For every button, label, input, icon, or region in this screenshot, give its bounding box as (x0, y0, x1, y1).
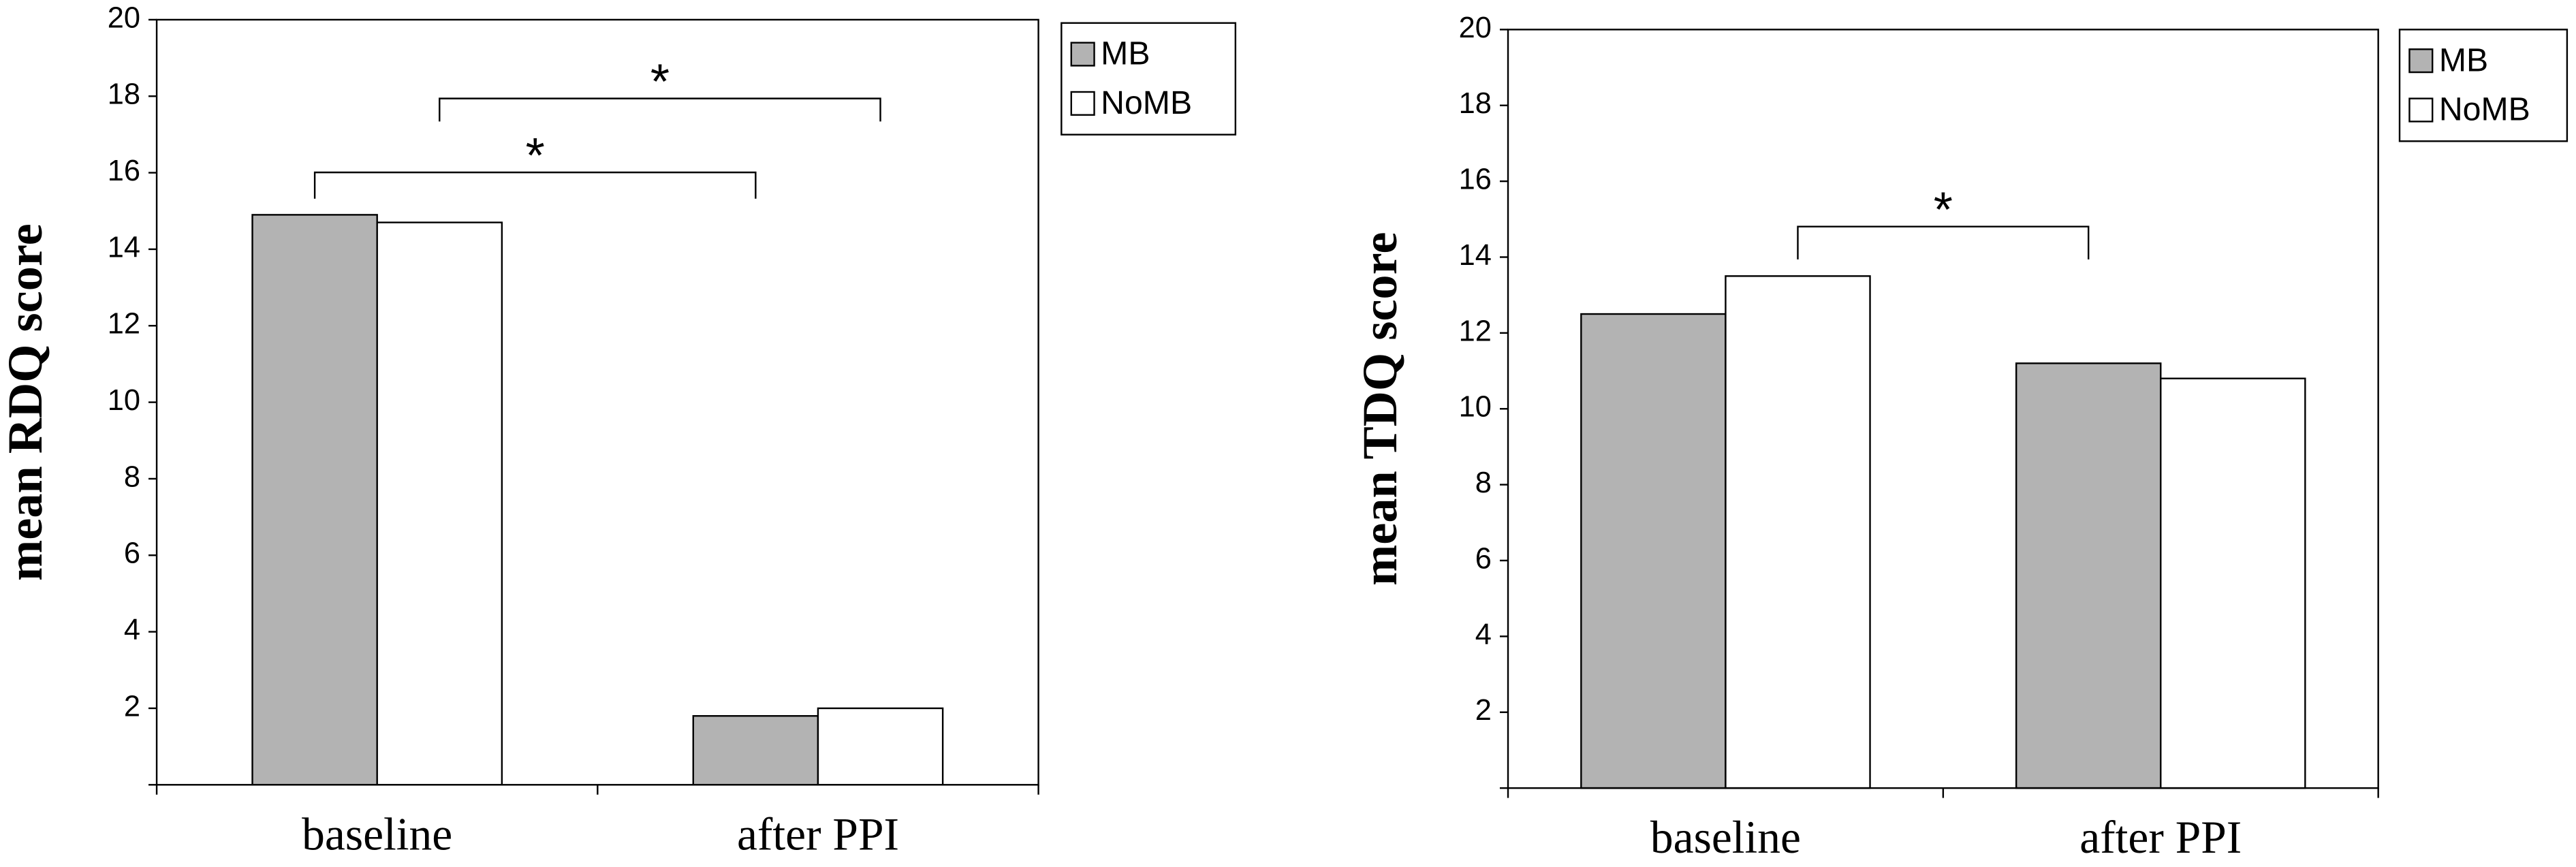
significance-label: * (650, 54, 670, 109)
bar (692, 714, 819, 786)
y-tick-label: 14 (108, 231, 140, 264)
x-tick-label: after PPI (737, 808, 899, 860)
y-tick-label: 10 (108, 384, 140, 417)
bar (1725, 275, 1871, 789)
y-tick-label: 20 (1459, 12, 1492, 44)
y-tick-label: 16 (1459, 163, 1492, 196)
y-tick-label: 12 (108, 308, 140, 341)
y-tick-label: 8 (124, 460, 140, 493)
bar (251, 214, 378, 786)
y-tick-label: 14 (1459, 239, 1492, 272)
y-tick-label: 4 (1475, 618, 1492, 651)
y-axis-label: mean RDQ score (0, 223, 52, 581)
y-tick-label: 18 (1459, 87, 1492, 120)
bar (376, 221, 503, 786)
y-tick-label: 8 (1475, 467, 1492, 499)
y-tick-label: 18 (108, 78, 140, 111)
significance-bracket (1797, 225, 2090, 259)
significance-bracket (439, 97, 881, 122)
x-tick-label: after PPI (2079, 812, 2242, 863)
y-tick-label: 6 (124, 537, 140, 570)
legend-label: MB (1101, 35, 1150, 72)
legend-swatch (1070, 42, 1095, 67)
legend-swatch (2408, 48, 2434, 74)
significance-label: * (1934, 183, 1953, 237)
legend-box (1061, 22, 1237, 136)
y-tick-label: 12 (1459, 315, 1492, 347)
legend-swatch (1070, 91, 1095, 116)
y-tick-label: 6 (1475, 542, 1492, 575)
significance-bracket (313, 171, 757, 199)
bar (1580, 313, 1727, 789)
legend-box (2398, 29, 2569, 142)
legend-label: NoMB (2439, 91, 2530, 128)
y-tick-label: 10 (1459, 391, 1492, 424)
significance-label: * (526, 129, 545, 183)
bar (2160, 377, 2306, 789)
y-tick-label: 2 (1475, 694, 1492, 727)
y-tick-label: 16 (108, 155, 140, 187)
legend-label: MB (2439, 42, 2488, 78)
y-tick-label: 2 (124, 690, 140, 723)
legend-swatch (2408, 97, 2434, 123)
y-tick-label: 20 (108, 1, 140, 34)
legend-label: NoMB (1101, 84, 1192, 121)
y-axis-label: mean TDQ score (1353, 232, 1407, 586)
bar (817, 707, 944, 786)
bar (2015, 362, 2162, 789)
x-tick-label: baseline (302, 808, 452, 860)
y-tick-label: 4 (124, 614, 140, 646)
x-tick-label: baseline (1650, 812, 1801, 863)
